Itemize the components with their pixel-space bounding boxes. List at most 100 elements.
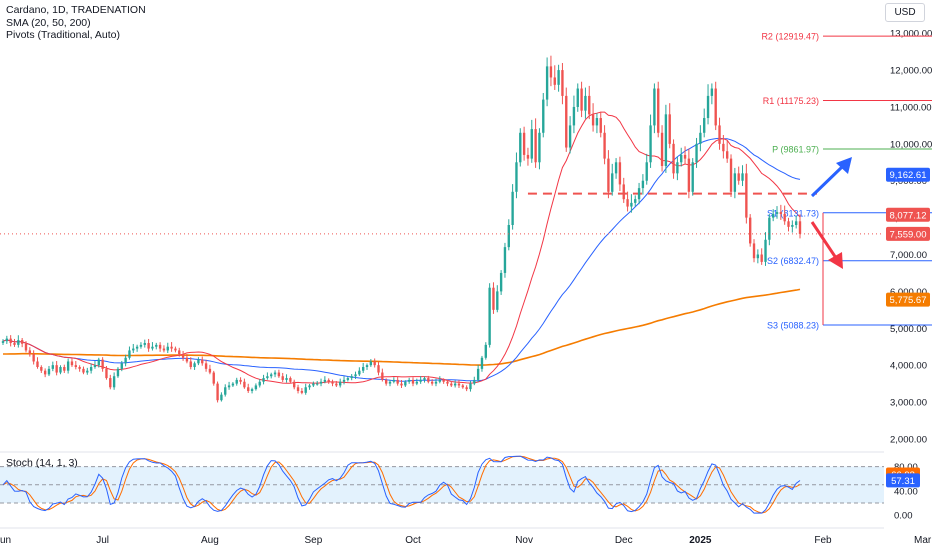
candle-body xyxy=(51,365,55,369)
price-label-text: 9,162.61 xyxy=(890,170,927,181)
candle-body xyxy=(323,379,327,382)
candle xyxy=(128,346,131,360)
candle-body xyxy=(768,217,771,240)
price-tick-label: 10,000.00 xyxy=(890,139,932,150)
candle xyxy=(515,152,518,199)
candle xyxy=(603,125,606,165)
candle-body xyxy=(794,221,798,225)
candle xyxy=(756,249,760,264)
candle-body xyxy=(369,361,373,366)
candle xyxy=(465,385,468,392)
candle-body xyxy=(185,357,189,362)
candle xyxy=(170,342,173,352)
candle-body xyxy=(342,379,346,382)
candle xyxy=(281,372,284,383)
candle xyxy=(235,377,238,386)
candle xyxy=(622,177,625,203)
pivot-label-s3: S3 (5088.23) xyxy=(767,321,819,331)
candle xyxy=(300,388,304,395)
candle-body xyxy=(335,383,338,386)
candle xyxy=(197,357,200,366)
candle-body xyxy=(24,343,28,351)
candle xyxy=(411,377,415,387)
candle-body xyxy=(741,173,744,181)
candle-body xyxy=(461,385,464,388)
time-tick-label: Jul xyxy=(96,535,109,546)
candle xyxy=(419,376,422,384)
candle-body xyxy=(101,359,104,369)
candle xyxy=(480,355,484,372)
candle xyxy=(185,354,189,364)
candle-body xyxy=(614,162,618,174)
candle-body xyxy=(381,372,384,380)
candle xyxy=(361,362,365,373)
time-tick-label: Mar xyxy=(914,535,932,546)
candle xyxy=(327,378,330,384)
candle-body xyxy=(361,367,365,371)
candle-body xyxy=(300,390,304,393)
candle xyxy=(630,194,633,213)
candle-body xyxy=(250,389,254,391)
candle-body xyxy=(400,383,403,386)
candle-body xyxy=(166,346,169,351)
candle-body xyxy=(752,243,756,259)
candle-body xyxy=(243,381,246,388)
candle-body xyxy=(32,354,35,362)
candle xyxy=(289,376,292,384)
candle-body xyxy=(47,368,51,375)
time-tick-label: Sep xyxy=(304,535,322,546)
legend-sma: SMA (20, 50, 200) xyxy=(6,16,91,29)
candle-body xyxy=(93,365,97,368)
candle xyxy=(461,383,464,389)
time-tick-label: Feb xyxy=(814,535,832,546)
candle-body xyxy=(664,114,668,166)
candle xyxy=(224,384,227,397)
candle xyxy=(5,335,9,344)
candle-body xyxy=(423,378,426,380)
currency-button[interactable]: USD xyxy=(885,3,925,22)
candle xyxy=(204,359,208,372)
candle xyxy=(63,364,66,373)
candle xyxy=(89,363,93,374)
candle-body xyxy=(70,361,74,366)
candle-body xyxy=(676,162,679,174)
candle xyxy=(771,209,775,222)
candle xyxy=(726,141,729,163)
candle-body xyxy=(189,361,192,368)
candle-body xyxy=(733,173,737,192)
candle-body xyxy=(542,99,545,133)
candle xyxy=(672,139,675,179)
candle-body xyxy=(354,374,357,377)
pivot-label-r1: R1 (11175.23) xyxy=(763,96,819,106)
candle-body xyxy=(729,158,733,192)
candle-body xyxy=(745,173,748,218)
candle-body xyxy=(580,88,583,111)
candle xyxy=(553,65,556,90)
candle xyxy=(59,365,62,375)
candle xyxy=(450,381,453,387)
candle xyxy=(752,239,756,263)
pivot-label-s2: S2 (6832.47) xyxy=(767,256,819,266)
candle-body xyxy=(783,213,786,222)
price-tick-label: 2,000.00 xyxy=(890,434,927,445)
candle xyxy=(250,387,254,394)
candle-body xyxy=(415,381,419,384)
candle xyxy=(791,220,794,233)
candle-body xyxy=(553,77,556,85)
candle xyxy=(70,357,74,367)
candle xyxy=(43,368,47,378)
candle xyxy=(331,379,334,387)
chart-legend: Cardano, 1D, TRADENATION SMA (20, 50, 20… xyxy=(6,4,146,42)
candle-body xyxy=(588,95,591,115)
candle-body xyxy=(231,383,235,386)
price-label-text: 5,775.67 xyxy=(890,295,927,306)
candle-body xyxy=(722,143,725,152)
candle-body xyxy=(277,372,281,377)
candle-body xyxy=(419,379,422,382)
candle xyxy=(687,148,691,199)
candle xyxy=(645,153,648,185)
candle xyxy=(545,57,549,107)
stoch-tick-label: 40.00 xyxy=(894,486,918,497)
candle-body xyxy=(407,379,411,382)
